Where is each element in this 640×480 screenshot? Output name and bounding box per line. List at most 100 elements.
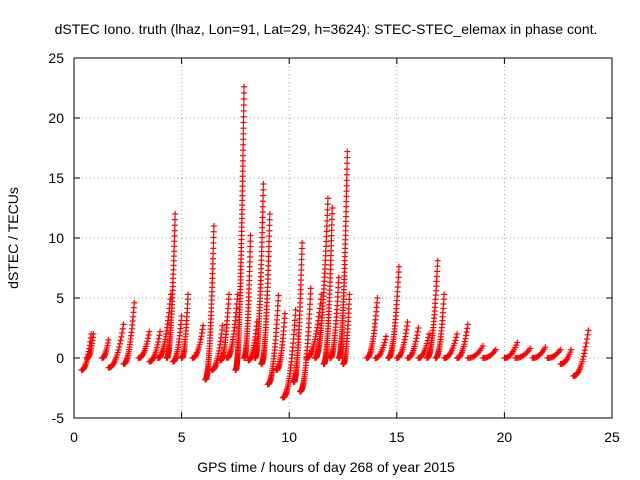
data-point — [259, 219, 266, 226]
data-point — [225, 291, 232, 298]
data-point — [266, 211, 273, 217]
data-point — [473, 351, 480, 358]
data-point — [380, 342, 387, 349]
x-tick-label: 15 — [389, 429, 405, 445]
data-point — [246, 253, 253, 260]
axis-ticks: 0 5 10 15 20 25 -5 0 5 10 15 20 25 — [48, 50, 620, 445]
data-point — [423, 340, 430, 347]
data-point — [382, 336, 389, 343]
data-point — [247, 248, 254, 255]
data-point — [346, 291, 353, 298]
data-point — [185, 291, 192, 298]
data-point — [171, 238, 178, 245]
data-point — [328, 237, 335, 244]
data-point — [120, 321, 127, 328]
data-point — [247, 243, 254, 250]
data-point — [542, 344, 549, 351]
data-point — [240, 89, 247, 96]
data-point — [210, 234, 217, 241]
data-point — [513, 342, 520, 349]
data-point — [219, 322, 226, 329]
data-point — [298, 256, 305, 263]
data-point — [383, 333, 390, 340]
data-point — [343, 177, 350, 184]
data-point — [412, 338, 419, 345]
data-point — [240, 101, 247, 108]
data-point — [119, 329, 126, 336]
data-point — [404, 319, 411, 325]
data-point — [210, 223, 217, 229]
data-point — [344, 148, 351, 155]
data-point — [209, 255, 216, 262]
data-point — [153, 344, 160, 351]
data-point — [114, 349, 121, 356]
data-point — [335, 274, 342, 281]
data-point — [454, 331, 461, 337]
data-point — [583, 339, 590, 346]
data-point — [374, 295, 381, 301]
data-point — [259, 209, 266, 216]
data-point — [131, 299, 138, 306]
data-point — [116, 340, 123, 347]
data-point — [324, 206, 331, 213]
data-point — [425, 334, 432, 341]
data-point — [266, 216, 273, 223]
data-point — [414, 328, 421, 335]
data-point — [492, 346, 499, 353]
y-tick-label: 0 — [56, 350, 64, 366]
data-point — [580, 353, 587, 360]
data-point — [240, 130, 247, 137]
data-point — [281, 310, 288, 317]
data-point — [328, 232, 335, 239]
data-point — [240, 119, 247, 126]
data-point — [328, 216, 335, 223]
y-tick-label: 5 — [56, 290, 64, 306]
data-point — [323, 223, 330, 230]
data-point — [247, 238, 254, 245]
data-point — [239, 168, 246, 175]
data-point — [433, 273, 440, 280]
data-point — [451, 340, 458, 347]
data-point — [441, 291, 448, 298]
y-tick-label: 20 — [48, 110, 64, 126]
data-point — [343, 203, 350, 210]
data-point — [247, 232, 254, 239]
data-point — [335, 279, 342, 286]
data-point — [171, 243, 178, 250]
data-point — [154, 341, 161, 348]
data-point — [266, 222, 273, 229]
data-point — [298, 261, 305, 268]
data-point — [275, 292, 282, 299]
data-point — [118, 333, 125, 340]
data-point — [395, 263, 402, 270]
data-point — [324, 201, 331, 208]
data-point — [298, 245, 305, 252]
data-point — [155, 335, 162, 342]
data-point — [171, 227, 178, 234]
data-point — [259, 203, 266, 210]
data-point — [144, 338, 151, 345]
x-tick-label: 10 — [281, 429, 297, 445]
data-point — [413, 335, 420, 342]
data-point — [265, 243, 272, 250]
data-point — [90, 331, 97, 337]
data-point — [298, 267, 305, 274]
data-point — [200, 322, 207, 329]
data-point — [583, 336, 590, 343]
data-point — [328, 221, 335, 228]
data-point — [395, 274, 402, 281]
data-point — [328, 242, 335, 249]
data-point — [307, 296, 314, 303]
data-point — [260, 186, 267, 193]
data-point — [240, 141, 247, 148]
x-tick-label: 25 — [604, 429, 620, 445]
data-point — [426, 331, 433, 337]
data-point — [291, 317, 298, 324]
y-tick-label: -5 — [52, 410, 65, 426]
data-point — [346, 296, 353, 303]
data-point — [265, 248, 272, 255]
data-point — [259, 224, 266, 231]
data-point — [452, 337, 459, 344]
data-point — [344, 154, 351, 161]
